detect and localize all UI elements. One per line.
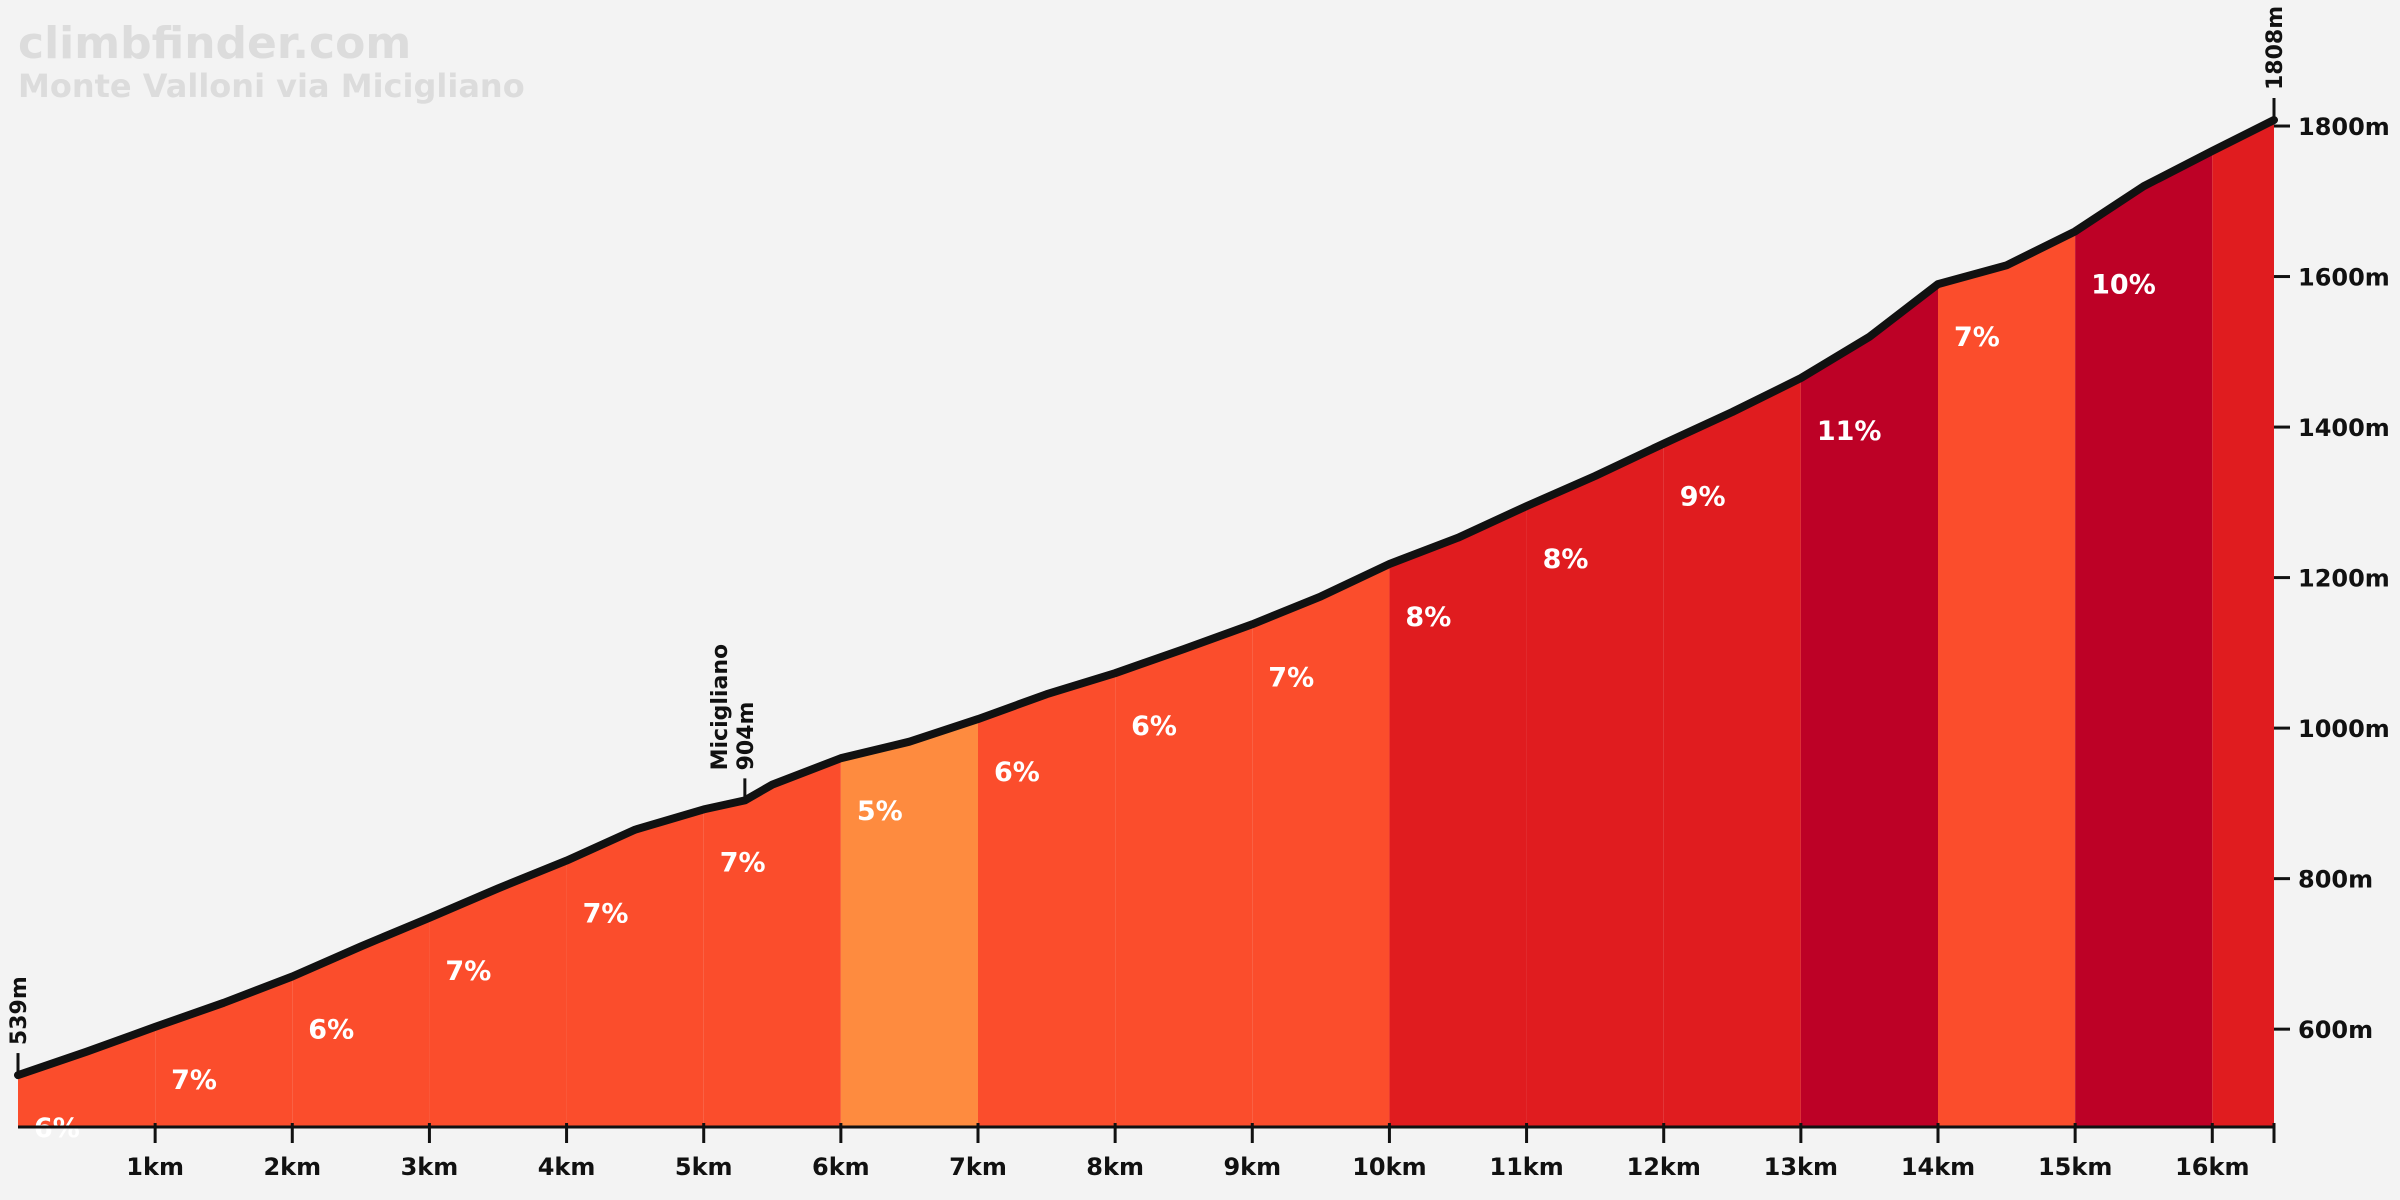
grade-label: 7%: [720, 847, 766, 878]
y-tick-label: 800m: [2298, 866, 2373, 894]
annotation-label: 1808m: [2263, 6, 2288, 90]
grade-label: 6%: [34, 1113, 80, 1144]
gradient-segment: [1938, 120, 2076, 1127]
gradient-segment: [566, 120, 704, 1127]
x-tick-label: 15km: [2038, 1153, 2112, 1181]
gradient-segment: [1800, 120, 1938, 1127]
grade-label: 5%: [857, 796, 903, 827]
grade-label: 6%: [1131, 711, 1177, 742]
gradient-segment: [1252, 120, 1390, 1127]
annotation-label: Micigliano: [708, 644, 733, 770]
watermark-site: climbfinder.com: [18, 18, 411, 69]
gradient-segment: [292, 120, 430, 1127]
grade-label: 6%: [994, 757, 1040, 788]
grade-label: 7%: [1268, 662, 1314, 693]
x-tick-label: 16km: [2175, 1153, 2249, 1181]
grade-label: 8%: [1405, 602, 1451, 633]
grade-label: 7%: [445, 956, 491, 987]
y-tick-label: 1000m: [2298, 715, 2390, 743]
x-tick-label: 9km: [1223, 1153, 1281, 1181]
y-tick-label: 1600m: [2298, 264, 2390, 292]
y-tick-label: 1800m: [2298, 113, 2390, 141]
watermark-climb-name: Monte Valloni via Micigliano: [18, 67, 525, 105]
grade-label: 6%: [308, 1014, 354, 1045]
gradient-segment: [2075, 120, 2213, 1127]
grade-label: 8%: [1543, 544, 1589, 575]
gradient-segment: [703, 120, 841, 1127]
annotation-label: 904m: [734, 702, 759, 771]
grade-label: 7%: [583, 899, 629, 930]
grade-label: 7%: [171, 1065, 217, 1096]
grade-label: 10%: [2091, 269, 2156, 300]
y-axis: 600m 800m 1000m 1200m 1400m 1600m 1800m: [2274, 113, 2390, 1044]
x-tick-label: 2km: [263, 1153, 321, 1181]
x-tick-label: 1km: [126, 1153, 184, 1181]
y-tick-label: 1400m: [2298, 414, 2390, 442]
y-tick-label: 600m: [2298, 1016, 2373, 1044]
x-tick-label: 4km: [538, 1153, 596, 1181]
x-tick-label: 6km: [812, 1153, 870, 1181]
gradient-segments: [18, 120, 2274, 1127]
x-tick-label: 7km: [949, 1153, 1007, 1181]
grade-label: 7%: [1954, 322, 2000, 353]
grade-label: 11%: [1817, 416, 1882, 447]
x-axis: 1km 2km 3km 4km 5km 6km 7km 8km 9km 10km 11km 12km 1…: [18, 1123, 2276, 1181]
grade-labels: 6% 7% 6% 7% 7% 7% 5% 6% 6% 7% 8% 8% 9% 11% 7% 10%: [34, 269, 2156, 1144]
annotation-label: 539m: [7, 976, 32, 1045]
x-tick-label: 13km: [1764, 1153, 1838, 1181]
x-tick-label: 10km: [1352, 1153, 1426, 1181]
x-tick-label: 5km: [675, 1153, 733, 1181]
elevation-profile-line: [14, 116, 2278, 1080]
x-tick-label: 8km: [1086, 1153, 1144, 1181]
gradient-segment: [1663, 120, 1801, 1127]
y-tick-label: 1200m: [2298, 565, 2390, 593]
gradient-segment: [155, 120, 293, 1127]
gradient-segment: [1389, 120, 1527, 1127]
elevation-annotations: 539m Micigliano 904m 1808m: [7, 6, 2288, 1074]
grade-label: 9%: [1680, 482, 1726, 513]
x-tick-label: 12km: [1627, 1153, 1701, 1181]
x-tick-label: 11km: [1489, 1153, 1563, 1181]
x-tick-label: 3km: [401, 1153, 459, 1181]
gradient-segment: [2212, 120, 2274, 1127]
gradient-segment: [1115, 120, 1253, 1127]
x-tick-label: 14km: [1901, 1153, 1975, 1181]
gradient-segment: [18, 120, 156, 1127]
gradient-segment: [978, 120, 1116, 1127]
gradient-segment: [840, 120, 978, 1127]
